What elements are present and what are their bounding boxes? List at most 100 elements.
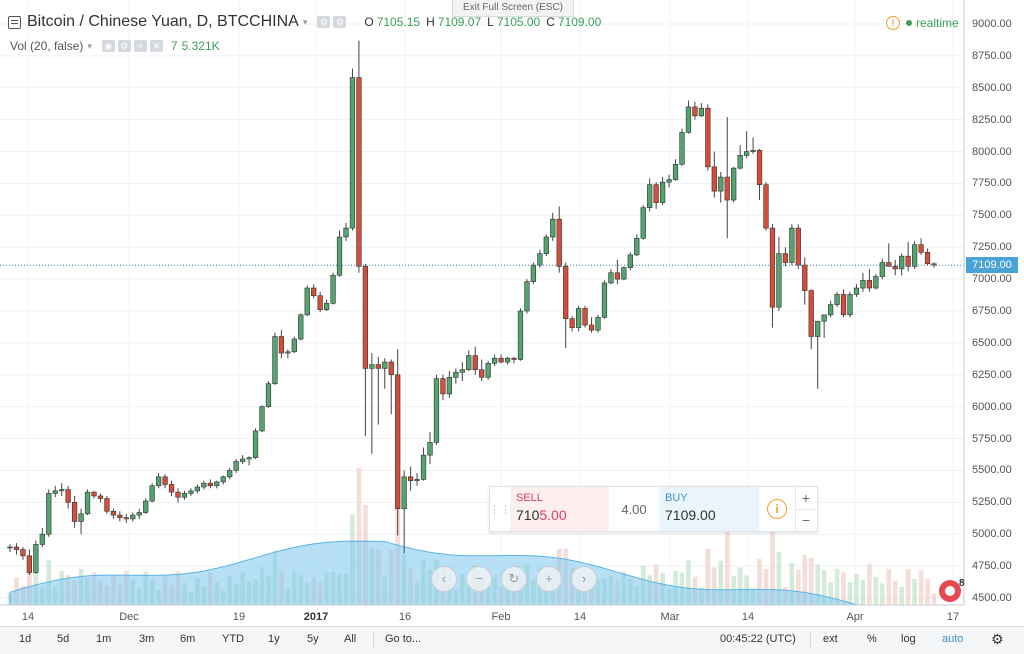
- volume-bar: [899, 586, 905, 605]
- candle-body: [155, 476, 162, 487]
- range-5d[interactable]: 5d: [57, 633, 70, 645]
- candle-body: [647, 184, 653, 208]
- quantity-stepper: + −: [795, 487, 816, 531]
- candle-body: [168, 484, 175, 493]
- candle-body: [911, 244, 918, 267]
- zoom-out-button[interactable]: −: [466, 566, 492, 592]
- compare-icon[interactable]: ⚙: [333, 16, 347, 28]
- settings-icon[interactable]: ⚙: [117, 40, 131, 52]
- range-5y[interactable]: 5y: [307, 633, 319, 645]
- range-6m[interactable]: 6m: [180, 633, 196, 645]
- candle-body: [311, 287, 317, 296]
- reset-chart-button[interactable]: ↻: [501, 566, 527, 592]
- price-tick-label: 4500.00: [972, 592, 1012, 604]
- plus-icon[interactable]: +: [133, 40, 147, 52]
- range-1d[interactable]: 1d: [19, 633, 32, 645]
- candle-body: [336, 236, 343, 276]
- auto-scale-toggle[interactable]: auto: [942, 633, 964, 645]
- close-icon[interactable]: ✕: [149, 40, 163, 52]
- trade-info-button[interactable]: i: [759, 487, 795, 531]
- chart-navigation: ‹ − ↻ + ›: [431, 566, 606, 592]
- time-tick-label: 16: [398, 611, 412, 623]
- volume-bar: [841, 571, 846, 605]
- range-3m[interactable]: 3m: [139, 633, 155, 645]
- volume-bar: [724, 527, 730, 605]
- ohlc-key-c: C: [546, 15, 555, 29]
- candle-body: [569, 318, 575, 328]
- candle-body: [33, 544, 39, 573]
- candles: [7, 40, 937, 576]
- candle-body: [659, 181, 666, 203]
- candle-body: [899, 255, 905, 270]
- candle-body: [853, 287, 860, 295]
- symbol-list-icon[interactable]: [8, 15, 21, 29]
- candle-body: [491, 357, 498, 364]
- candle-body: [808, 290, 814, 337]
- range-1y[interactable]: 1y: [268, 633, 280, 645]
- price-tick-label: 7250.00: [972, 241, 1012, 254]
- range-ytd[interactable]: YTD: [222, 633, 244, 645]
- price-tick-label: 6000.00: [972, 400, 1012, 413]
- candle-body: [375, 364, 381, 369]
- notification-icon[interactable]: [939, 580, 961, 602]
- time-tick-label: 14: [573, 611, 587, 623]
- candle-body: [892, 266, 898, 270]
- candle-body: [666, 179, 672, 183]
- volume-bar: [931, 593, 937, 605]
- status-dot-icon: [906, 20, 912, 26]
- candle-body: [640, 207, 646, 239]
- price-tick-label: 7000.00: [972, 273, 1012, 286]
- volume-label[interactable]: Vol (20, false): [10, 39, 84, 53]
- candle-body: [214, 481, 220, 487]
- extended-hours-toggle[interactable]: ext: [823, 633, 838, 645]
- sell-price: 7105.00: [516, 507, 603, 523]
- candle-body: [563, 266, 569, 319]
- sell-button[interactable]: SELL 7105.00: [510, 487, 609, 531]
- candle-body: [737, 155, 743, 169]
- chevron-down-icon[interactable]: ▾: [87, 40, 92, 51]
- symbol-title[interactable]: Bitcoin / Chinese Yuan, D, BTCCHINA: [27, 13, 299, 30]
- gear-icon[interactable]: ⚙: [991, 631, 1004, 647]
- candle-body: [537, 253, 543, 266]
- goto-date-button[interactable]: Go to...: [385, 633, 422, 645]
- zoom-in-button[interactable]: +: [536, 566, 562, 592]
- percent-scale-toggle[interactable]: %: [867, 633, 877, 645]
- exit-fullscreen-button[interactable]: Exit Full Screen (ESC): [452, 0, 574, 17]
- candle-body: [653, 184, 659, 203]
- volume-bar: [795, 570, 801, 605]
- candle-body: [278, 336, 285, 354]
- info-icon[interactable]: !: [886, 16, 900, 30]
- volume-bar: [686, 560, 691, 605]
- volume-bar: [867, 564, 872, 605]
- range-1m[interactable]: 1m: [96, 633, 112, 645]
- log-scale-toggle[interactable]: log: [901, 633, 916, 645]
- candle-body: [104, 498, 110, 512]
- time-tick-label: Mar: [660, 611, 680, 623]
- scroll-right-button[interactable]: ›: [571, 566, 597, 592]
- range-all[interactable]: All: [344, 633, 357, 645]
- candle-body: [175, 491, 181, 498]
- buy-button[interactable]: BUY 7109.00: [659, 487, 759, 531]
- candle-body: [7, 546, 13, 549]
- candle-body: [188, 490, 194, 494]
- chevron-down-icon[interactable]: ▾: [302, 16, 308, 27]
- increase-button[interactable]: +: [796, 487, 816, 510]
- settings-icon[interactable]: ⚙: [317, 16, 331, 28]
- timezone-clock[interactable]: 00:45:22 (UTC): [720, 633, 796, 645]
- candle-body: [511, 357, 517, 360]
- candle-body: [556, 218, 562, 267]
- ohlc-key-o: O: [364, 15, 374, 29]
- eye-icon[interactable]: ◉: [101, 40, 115, 52]
- candle-body: [795, 227, 801, 266]
- decrease-button[interactable]: −: [801, 512, 811, 529]
- candle-body: [233, 461, 239, 471]
- candle-body: [323, 303, 330, 311]
- spread-value: 4.00: [621, 501, 647, 517]
- scroll-left-button[interactable]: ‹: [431, 566, 457, 592]
- candle-body: [330, 274, 336, 304]
- info-icon: i: [767, 499, 787, 519]
- ohlc-key-h: H: [426, 15, 435, 29]
- drag-handle-icon[interactable]: ⋮⋮: [489, 503, 511, 516]
- candle-body: [84, 491, 91, 515]
